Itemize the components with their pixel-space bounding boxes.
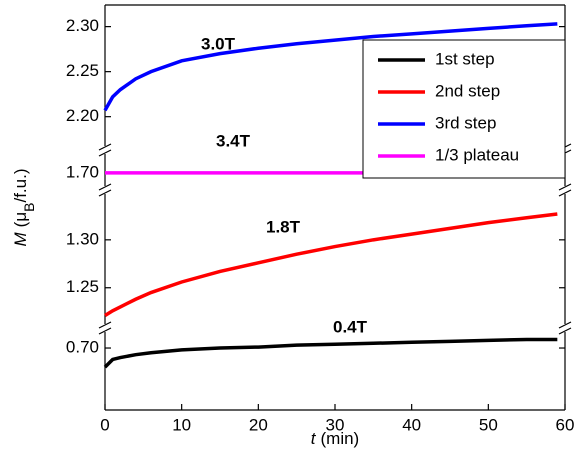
- x-tick-label: 50: [479, 415, 498, 434]
- y-tick-label: 2.30: [66, 16, 99, 35]
- y-axis-label-unit: /f.u.): [11, 169, 30, 203]
- legend-label: 2nd step: [435, 81, 500, 100]
- axis-break: [558, 183, 572, 191]
- y-axis-label-unit: (μ: [11, 212, 30, 227]
- series-line: [103, 337, 558, 369]
- y-axis-label-subscript: B: [21, 203, 37, 212]
- axis-break: [98, 143, 112, 151]
- annotation: 3.0T: [201, 34, 236, 53]
- x-tick-label: 60: [556, 415, 575, 434]
- x-tick-label: 10: [172, 415, 191, 434]
- annotation: 3.4T: [216, 131, 251, 150]
- x-axis-label: t (min): [311, 429, 359, 448]
- axis-break: [558, 189, 572, 197]
- annotation: 1.8T: [266, 217, 301, 236]
- legend-label: 3rd step: [435, 113, 496, 132]
- axis-break: [558, 327, 572, 335]
- y-tick-label: 1.70: [66, 162, 99, 181]
- y-tick-label: 1.25: [66, 277, 99, 296]
- axis-break: [98, 327, 112, 335]
- y-tick-label: 2.25: [66, 61, 99, 80]
- y-tick-label: 2.20: [66, 106, 99, 125]
- x-tick-label: 20: [249, 415, 268, 434]
- x-axis-label-unit: (min): [321, 429, 360, 448]
- annotation: 0.4T: [333, 317, 368, 336]
- x-axis-label-symbol: t: [311, 429, 317, 448]
- axis-break: [558, 321, 572, 329]
- legend-label: 1st step: [435, 49, 495, 68]
- axis-break: [98, 321, 112, 329]
- legend-label: 1/3 plateau: [435, 145, 519, 164]
- axis-break: [98, 183, 112, 191]
- series-line: [103, 22, 558, 112]
- axis-break: [98, 189, 112, 197]
- series-line: [104, 212, 558, 318]
- x-tick-label: 30: [326, 415, 345, 434]
- x-tick-label: 0: [100, 415, 109, 434]
- x-tick-label: 40: [402, 415, 421, 434]
- axis-break: [98, 149, 112, 157]
- y-axis-label-symbol: M: [11, 232, 30, 247]
- y-axis-label: M (μB/f.u.): [11, 169, 36, 247]
- y-tick-label: 1.30: [66, 229, 99, 248]
- y-tick-label: 0.70: [66, 338, 99, 357]
